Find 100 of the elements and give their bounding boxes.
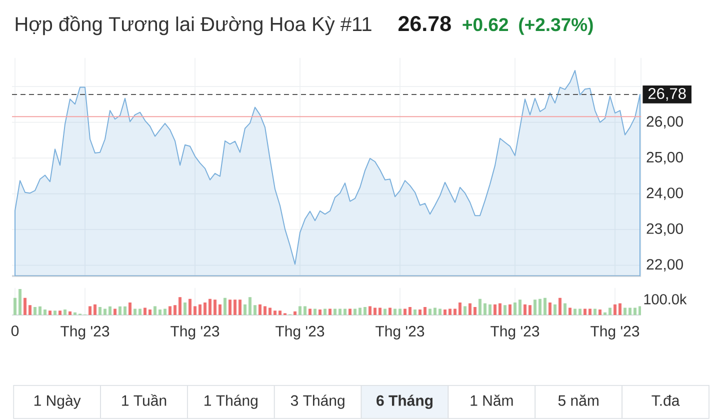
bar xyxy=(398,308,402,315)
bar xyxy=(308,308,312,315)
bar xyxy=(464,306,466,315)
y-tick-label: 24,00 xyxy=(646,188,683,200)
bar xyxy=(568,308,572,315)
bar xyxy=(608,308,612,315)
bar xyxy=(214,300,217,315)
bar xyxy=(368,306,372,315)
ref-line-label: 26,78 xyxy=(648,88,686,101)
bar xyxy=(258,304,262,315)
bar xyxy=(144,308,147,315)
bar xyxy=(158,310,162,315)
bar xyxy=(348,308,352,315)
bar xyxy=(354,308,357,315)
bar xyxy=(274,310,277,315)
category-label: 1 Tuần xyxy=(122,394,166,406)
bar xyxy=(198,304,202,315)
bar xyxy=(434,308,437,315)
bar xyxy=(388,308,392,315)
bar xyxy=(634,308,636,315)
bar xyxy=(624,308,626,315)
bar xyxy=(174,305,177,315)
bar xyxy=(504,305,506,315)
bar xyxy=(474,306,477,315)
category-label: 1 Năm xyxy=(470,394,513,406)
bar xyxy=(118,306,122,315)
category-label: 1 Ngày xyxy=(34,394,81,409)
bar xyxy=(384,308,387,315)
bar xyxy=(34,306,37,315)
bar xyxy=(428,308,432,315)
bar xyxy=(378,308,382,315)
bar xyxy=(18,289,22,315)
bar xyxy=(534,300,536,315)
bar xyxy=(294,311,297,315)
bar xyxy=(178,297,182,315)
bar xyxy=(584,308,586,315)
bar xyxy=(188,298,192,315)
bar xyxy=(254,305,257,315)
bar xyxy=(518,300,522,315)
bar xyxy=(454,308,457,315)
bar xyxy=(364,306,367,315)
bar xyxy=(38,306,42,315)
bar xyxy=(298,306,302,315)
x-tick-label: Thg '23 xyxy=(376,326,424,340)
bar xyxy=(508,304,512,315)
bar xyxy=(598,310,602,315)
x-tick-label: 0 xyxy=(11,326,19,336)
bar xyxy=(538,298,542,315)
bar xyxy=(524,304,526,315)
x-tick-label: Thg '23 xyxy=(276,326,324,340)
bar xyxy=(458,302,462,315)
bar xyxy=(374,308,377,315)
bar xyxy=(438,308,442,315)
y-tick-label: 23,00 xyxy=(646,223,683,236)
bar xyxy=(444,310,446,315)
bar xyxy=(304,306,307,315)
bar xyxy=(94,304,97,315)
text: 26.78 xyxy=(398,16,451,32)
bar xyxy=(358,308,362,315)
bar xyxy=(208,298,212,315)
bar xyxy=(548,302,552,315)
bar xyxy=(414,310,417,315)
bar xyxy=(488,304,492,315)
bar xyxy=(594,308,596,315)
bar xyxy=(618,303,622,315)
bar xyxy=(528,305,532,315)
bar xyxy=(74,312,77,315)
bar xyxy=(204,302,207,315)
bar xyxy=(494,304,497,315)
bar xyxy=(14,298,17,315)
bar xyxy=(328,308,332,315)
bar xyxy=(88,306,92,315)
bar xyxy=(394,308,397,315)
y-tick-label: 25,00 xyxy=(646,152,683,164)
bar xyxy=(564,303,566,315)
bar xyxy=(124,306,127,315)
bar xyxy=(408,306,412,315)
bar xyxy=(244,304,247,315)
bar xyxy=(314,308,317,315)
bar xyxy=(424,306,426,315)
bar xyxy=(324,308,327,315)
bar xyxy=(268,308,272,315)
bar xyxy=(24,298,27,315)
bar xyxy=(404,308,406,315)
category-label: T.đa xyxy=(652,394,680,406)
bar xyxy=(448,308,452,315)
bar xyxy=(54,310,57,315)
bar xyxy=(628,308,632,315)
bar xyxy=(248,297,252,315)
bar xyxy=(498,303,502,315)
bar xyxy=(318,310,322,315)
bar xyxy=(218,304,222,315)
bar xyxy=(114,308,117,315)
x-tick-label: Thg '23 xyxy=(60,326,110,340)
bar xyxy=(148,310,152,315)
y-tick-label: 22,00 xyxy=(646,259,683,272)
bar xyxy=(264,306,267,315)
bar xyxy=(604,312,606,315)
bar xyxy=(614,304,616,315)
bar xyxy=(128,302,132,315)
